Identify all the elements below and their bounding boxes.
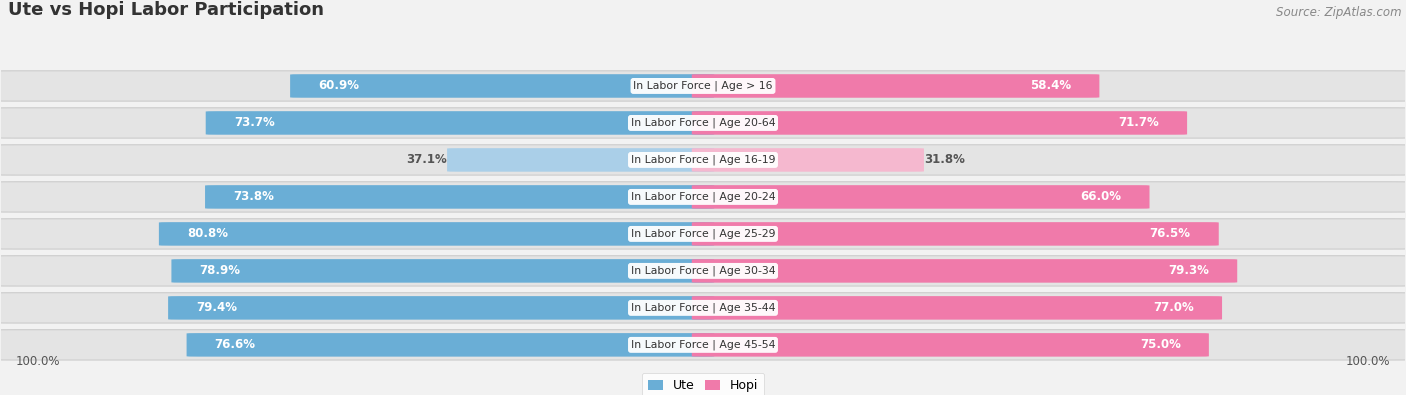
Text: In Labor Force | Age 35-44: In Labor Force | Age 35-44	[631, 303, 775, 313]
FancyBboxPatch shape	[692, 111, 1187, 135]
Text: In Labor Force | Age 16-19: In Labor Force | Age 16-19	[631, 155, 775, 165]
FancyBboxPatch shape	[0, 182, 1406, 212]
Legend: Ute, Hopi: Ute, Hopi	[641, 373, 765, 395]
Text: 58.4%: 58.4%	[1031, 79, 1071, 92]
Text: In Labor Force | Age 45-54: In Labor Force | Age 45-54	[631, 340, 775, 350]
Text: 76.6%: 76.6%	[215, 339, 256, 352]
Text: 80.8%: 80.8%	[187, 228, 228, 241]
Text: In Labor Force | Age 25-29: In Labor Force | Age 25-29	[631, 229, 775, 239]
Text: 71.7%: 71.7%	[1118, 117, 1159, 130]
FancyBboxPatch shape	[692, 296, 1222, 320]
FancyBboxPatch shape	[692, 333, 1209, 357]
Text: 100.0%: 100.0%	[1346, 355, 1391, 368]
Text: 76.5%: 76.5%	[1150, 228, 1191, 241]
Text: Source: ZipAtlas.com: Source: ZipAtlas.com	[1277, 6, 1402, 19]
Text: In Labor Force | Age 30-34: In Labor Force | Age 30-34	[631, 266, 775, 276]
Text: 73.7%: 73.7%	[233, 117, 274, 130]
FancyBboxPatch shape	[0, 108, 1406, 138]
Text: In Labor Force | Age > 16: In Labor Force | Age > 16	[633, 81, 773, 91]
Text: 77.0%: 77.0%	[1153, 301, 1194, 314]
Text: 60.9%: 60.9%	[318, 79, 359, 92]
FancyBboxPatch shape	[692, 185, 1150, 209]
FancyBboxPatch shape	[205, 111, 714, 135]
FancyBboxPatch shape	[159, 222, 714, 246]
Text: 66.0%: 66.0%	[1080, 190, 1122, 203]
FancyBboxPatch shape	[692, 74, 1099, 98]
FancyBboxPatch shape	[0, 71, 1406, 101]
FancyBboxPatch shape	[187, 333, 714, 357]
Text: 79.4%: 79.4%	[197, 301, 238, 314]
FancyBboxPatch shape	[0, 293, 1406, 323]
FancyBboxPatch shape	[0, 219, 1406, 249]
FancyBboxPatch shape	[0, 145, 1406, 175]
Text: 75.0%: 75.0%	[1140, 339, 1181, 352]
FancyBboxPatch shape	[447, 148, 714, 172]
FancyBboxPatch shape	[692, 259, 1237, 283]
Text: In Labor Force | Age 20-64: In Labor Force | Age 20-64	[631, 118, 775, 128]
Text: Ute vs Hopi Labor Participation: Ute vs Hopi Labor Participation	[8, 2, 325, 19]
Text: 78.9%: 78.9%	[200, 264, 240, 277]
FancyBboxPatch shape	[692, 148, 924, 172]
FancyBboxPatch shape	[169, 296, 714, 320]
Text: 31.8%: 31.8%	[924, 153, 965, 166]
FancyBboxPatch shape	[290, 74, 714, 98]
Text: In Labor Force | Age 20-24: In Labor Force | Age 20-24	[631, 192, 775, 202]
FancyBboxPatch shape	[0, 330, 1406, 360]
Text: 79.3%: 79.3%	[1168, 264, 1209, 277]
FancyBboxPatch shape	[172, 259, 714, 283]
FancyBboxPatch shape	[692, 222, 1219, 246]
Text: 37.1%: 37.1%	[406, 153, 447, 166]
Text: 73.8%: 73.8%	[233, 190, 274, 203]
Text: 100.0%: 100.0%	[15, 355, 60, 368]
FancyBboxPatch shape	[205, 185, 714, 209]
FancyBboxPatch shape	[0, 256, 1406, 286]
